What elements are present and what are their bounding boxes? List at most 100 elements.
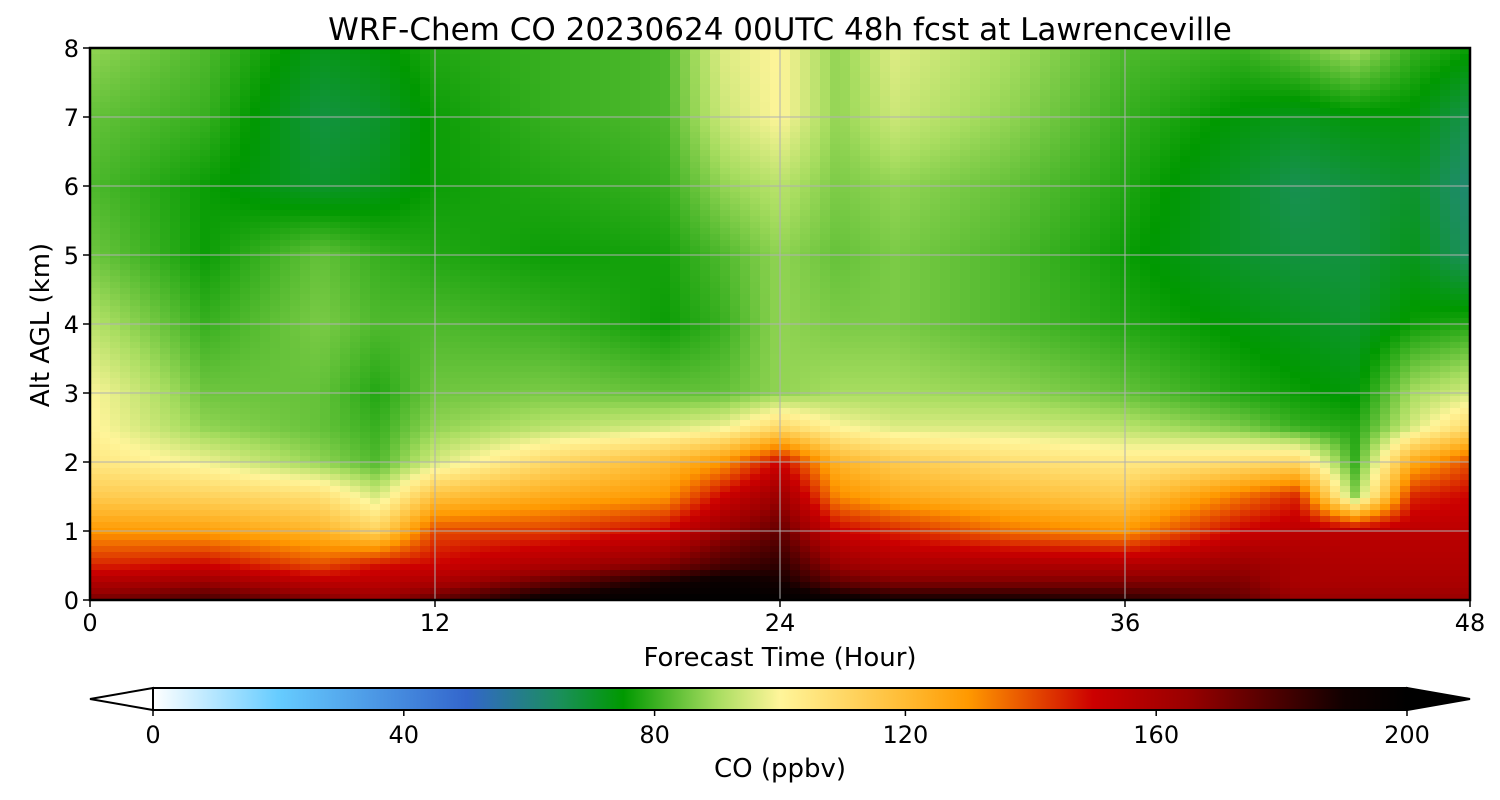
heatmap-cell [800,72,811,79]
heatmap-cell [1140,78,1151,85]
heatmap-cell [910,96,921,103]
heatmap-cell [1160,120,1171,127]
heatmap-cell [1270,72,1281,79]
heatmap-cell [1140,192,1151,199]
heatmap-cell [960,156,971,163]
heatmap-cell [520,234,531,241]
heatmap-cell [130,210,141,217]
heatmap-cell [280,90,291,97]
heatmap-cell [1090,84,1101,91]
heatmap-cell [340,186,351,193]
heatmap-cell [1310,126,1321,133]
heatmap-cell [250,84,261,91]
heatmap-cell [1090,192,1101,199]
heatmap-cell [210,150,221,157]
heatmap-cell [1180,210,1191,217]
heatmap-cell [550,132,561,139]
heatmap-cell [160,84,171,91]
heatmap-cell [840,48,851,55]
heatmap-cell [180,246,191,253]
heatmap-cell [960,60,971,67]
heatmap-cell [520,150,531,157]
heatmap-cell [890,192,901,199]
heatmap-cell [1150,240,1161,247]
heatmap-cell [710,156,721,163]
heatmap-cell [890,144,901,151]
heatmap-cell [1000,60,1011,67]
heatmap-cell [600,96,611,103]
heatmap-cell [220,132,231,139]
heatmap-cell [1250,186,1261,193]
heatmap-cell [260,144,271,151]
heatmap-cell [1430,138,1441,145]
heatmap-cell [290,216,301,223]
heatmap-cell [630,240,641,247]
heatmap-cell [180,198,191,205]
heatmap-cell [1020,156,1031,163]
heatmap-cell [460,144,471,151]
heatmap-cell [1200,138,1211,145]
heatmap-cell [110,48,121,55]
heatmap-cell [1340,198,1351,205]
heatmap-cell [750,126,761,133]
heatmap-cell [1270,156,1281,163]
heatmap-cell [750,228,761,235]
heatmap-cell [640,84,651,91]
heatmap-cell [620,48,631,55]
heatmap-cell [1330,144,1341,151]
heatmap-cell [1350,102,1361,109]
heatmap-cell [940,72,951,79]
heatmap-cell [370,264,381,271]
heatmap-cell [240,204,251,211]
heatmap-cell [1000,48,1011,55]
heatmap-cell [1150,120,1161,127]
heatmap-cell [300,90,311,97]
heatmap-cell [1240,60,1251,67]
heatmap-cell [260,54,271,61]
heatmap-cell [820,198,831,205]
heatmap-cell [520,222,531,229]
heatmap-cell [620,150,631,157]
heatmap-cell [320,102,331,109]
heatmap-cell [800,132,811,139]
heatmap-cell [830,222,841,229]
heatmap-cell [480,222,491,229]
heatmap-cell [220,108,231,115]
heatmap-cell [1220,192,1231,199]
heatmap-cell [230,234,241,241]
heatmap-cell [710,132,721,139]
heatmap-cell [840,228,851,235]
heatmap-cell [1170,90,1181,97]
heatmap-cell [250,66,261,73]
heatmap-cell [750,162,761,169]
heatmap-cell [870,132,881,139]
heatmap-cell [1270,186,1281,193]
heatmap-cell [1370,162,1381,169]
heatmap-cell [1190,258,1201,265]
heatmap-cell [1050,120,1061,127]
heatmap-cell [870,192,881,199]
heatmap-cell [810,54,821,61]
heatmap-cell [620,84,631,91]
heatmap-cell [410,192,421,199]
heatmap-cell [130,138,141,145]
heatmap-cell [1380,222,1391,229]
heatmap-cell [1350,138,1361,145]
heatmap-cell [260,132,271,139]
heatmap-cell [500,210,511,217]
heatmap-cell [670,96,681,103]
heatmap-cell [660,234,671,241]
heatmap-cell [520,120,531,127]
heatmap-cell [860,198,871,205]
heatmap-cell [1040,186,1051,193]
heatmap-cell [920,216,931,223]
heatmap-cell [1040,72,1051,79]
heatmap-cell [1170,78,1181,85]
heatmap-cell [220,264,231,271]
heatmap-cell [140,156,151,163]
heatmap-cell [140,192,151,199]
heatmap-cell [800,102,811,109]
heatmap-cell [670,120,681,127]
heatmap-cell [650,138,661,145]
heatmap-cell [1420,180,1431,187]
